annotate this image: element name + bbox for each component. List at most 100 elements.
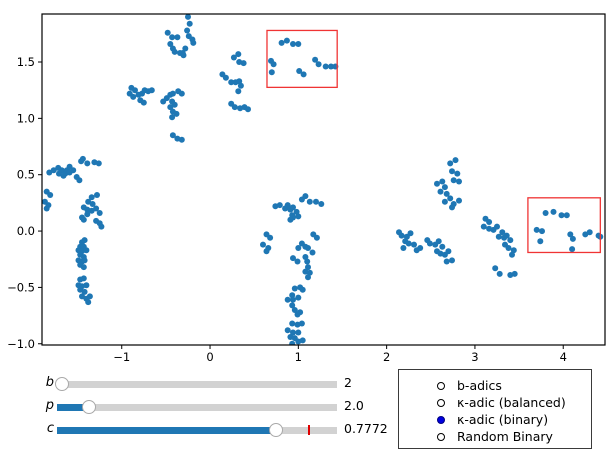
scatter-point bbox=[449, 204, 455, 211]
scatter-point bbox=[291, 307, 298, 313]
scatter-point bbox=[437, 188, 444, 195]
scatter-point bbox=[434, 180, 440, 187]
legend-label: κ-adic (balanced) bbox=[457, 394, 566, 410]
scatter-point bbox=[47, 192, 54, 198]
scatter-point bbox=[245, 106, 251, 113]
scatter-point bbox=[283, 37, 290, 44]
scatter-point bbox=[452, 157, 459, 164]
open-circle-icon bbox=[437, 398, 445, 407]
scatter-point bbox=[494, 223, 500, 230]
scatter-point bbox=[50, 167, 57, 174]
slider-b-track[interactable] bbox=[55, 377, 337, 391]
scatter-point bbox=[503, 232, 510, 239]
scatter-point bbox=[180, 52, 187, 59]
scatter-point bbox=[407, 230, 414, 237]
slider-b-handle[interactable] bbox=[55, 377, 70, 391]
scatter-point bbox=[289, 320, 296, 327]
scatter-point bbox=[315, 61, 322, 68]
scatter-point bbox=[496, 270, 503, 277]
scatter-point bbox=[186, 20, 193, 27]
slider-c-label: c bbox=[46, 421, 54, 436]
scatter-point bbox=[290, 255, 296, 262]
x-tick-label: −1 bbox=[113, 350, 130, 364]
scatter-point bbox=[495, 233, 502, 240]
y-tick-label: 0.5 bbox=[17, 168, 35, 182]
scatter-point bbox=[86, 293, 93, 300]
slider-p-handle[interactable] bbox=[82, 400, 97, 414]
scatter-point bbox=[94, 192, 100, 198]
scatter-point bbox=[130, 93, 137, 100]
scatter-point bbox=[79, 293, 85, 300]
scatter-point bbox=[486, 219, 493, 225]
scatter-point bbox=[312, 56, 319, 63]
scatter-point bbox=[533, 226, 540, 233]
scatter-point bbox=[222, 74, 229, 81]
scatter-point bbox=[318, 201, 325, 207]
scatter-point bbox=[190, 39, 197, 46]
scatter-point bbox=[293, 208, 300, 215]
scatter-point bbox=[449, 257, 455, 264]
scatter-point bbox=[302, 254, 309, 260]
scatter-point bbox=[563, 212, 570, 219]
scatter-point bbox=[289, 302, 296, 309]
scatter-point bbox=[178, 90, 185, 97]
scatter-point bbox=[569, 246, 576, 253]
scatter-point bbox=[83, 282, 90, 289]
scatter-point bbox=[295, 329, 302, 336]
legend-entry-b-adics: b-adics bbox=[399, 377, 591, 394]
scatter-point bbox=[81, 237, 88, 244]
scatter-point bbox=[299, 337, 306, 344]
y-tick-label: −0.5 bbox=[7, 280, 35, 294]
scatter-point bbox=[558, 212, 565, 219]
scatter-point bbox=[237, 82, 244, 89]
scatter-point bbox=[290, 41, 296, 47]
scatter-point bbox=[398, 232, 405, 239]
scatter-point bbox=[230, 54, 237, 61]
scatter-point bbox=[499, 229, 506, 236]
scatter-point bbox=[290, 204, 296, 211]
legend-label: κ-adic (binary) bbox=[457, 411, 549, 427]
scatter-point bbox=[454, 170, 461, 177]
y-tick-label: 1.0 bbox=[17, 111, 35, 125]
scatter-point bbox=[435, 238, 442, 245]
scatter-point bbox=[305, 264, 311, 271]
scatter-point bbox=[98, 223, 105, 230]
scatter-point bbox=[263, 248, 270, 255]
scatter-point bbox=[539, 228, 545, 235]
slider-c-value: 0.7772 bbox=[344, 421, 388, 436]
slider-c-track[interactable] bbox=[57, 423, 337, 437]
scatter-points bbox=[42, 14, 604, 345]
scatter-point bbox=[284, 296, 291, 303]
scatter-point bbox=[426, 240, 433, 247]
scatter-point bbox=[169, 34, 176, 41]
slider-b-value: 2 bbox=[344, 375, 352, 390]
scatter-point bbox=[88, 194, 95, 201]
x-tick-label: 1 bbox=[295, 350, 302, 364]
scatter-point bbox=[298, 320, 305, 327]
scatter-point bbox=[81, 288, 88, 295]
scatter-point bbox=[79, 155, 86, 162]
slider-b-label: b bbox=[45, 375, 54, 390]
scatter-point bbox=[268, 69, 275, 76]
slider-c-handle[interactable] bbox=[268, 423, 283, 437]
slider-c-fill bbox=[57, 426, 275, 434]
scatter-point bbox=[76, 177, 83, 184]
x-tick-label: 0 bbox=[206, 350, 213, 364]
scatter-point bbox=[89, 201, 96, 207]
slider-p-track[interactable] bbox=[57, 400, 337, 414]
scatter-point bbox=[167, 41, 174, 47]
x-tick-label: 3 bbox=[471, 350, 478, 364]
scatter-point bbox=[505, 245, 512, 251]
scatter-point bbox=[60, 172, 67, 179]
highlight-box bbox=[266, 29, 338, 89]
scatter-point bbox=[173, 110, 180, 117]
scatter-point bbox=[276, 202, 283, 209]
scatter-point bbox=[80, 216, 87, 223]
scatter-point bbox=[456, 178, 462, 185]
scatter-point bbox=[235, 88, 242, 95]
scatter-point bbox=[169, 114, 176, 121]
x-tick-label: 4 bbox=[560, 350, 567, 364]
scatter-point bbox=[439, 243, 446, 250]
legend-entry-random-binary: Random Binary bbox=[399, 428, 591, 445]
scatter-point bbox=[140, 99, 147, 106]
